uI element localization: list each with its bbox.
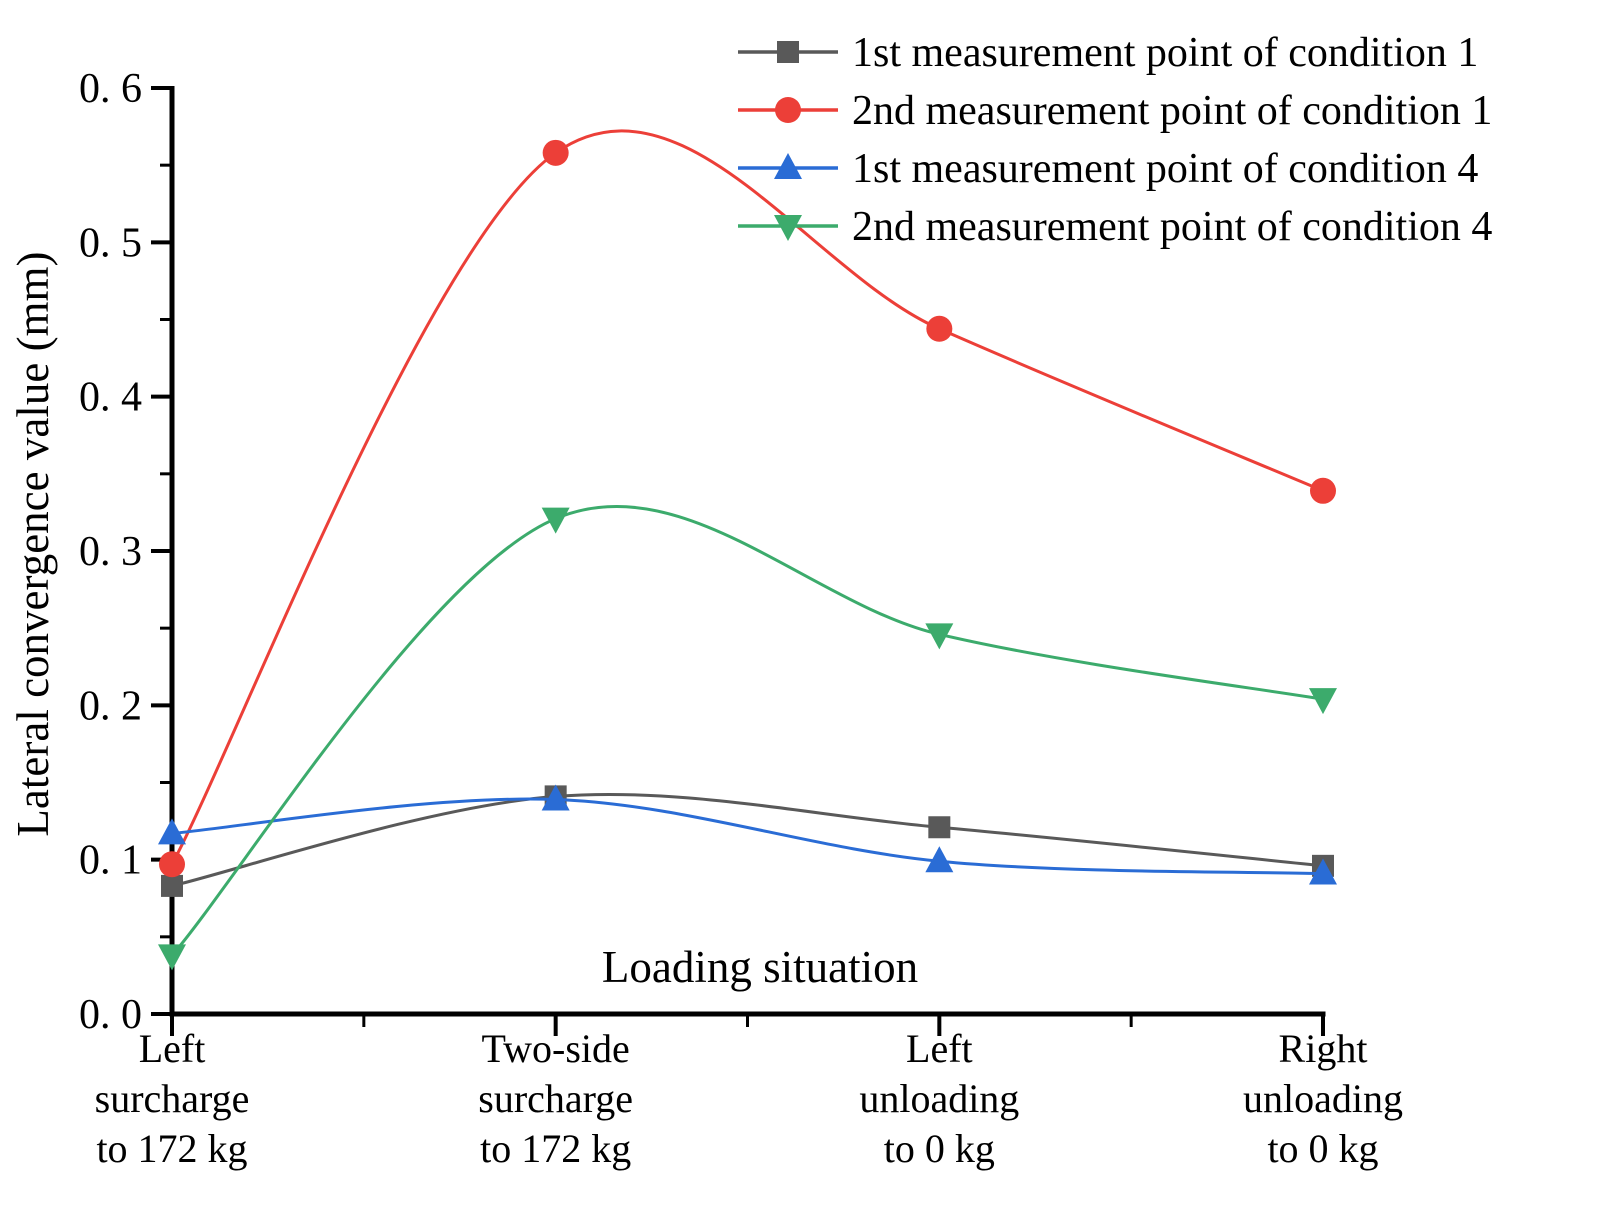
square-marker-icon <box>777 41 799 63</box>
legend-item: 2nd measurement point of condition 1 <box>738 88 1492 134</box>
y-tick-label: 0. 5 <box>79 220 142 266</box>
category-label: unloading <box>1243 1076 1403 1121</box>
series-layer <box>158 129 1337 971</box>
series-curve <box>170 129 1324 866</box>
y-tick-label: 0. 6 <box>79 66 142 112</box>
y-tick-label: 0. 2 <box>79 683 142 729</box>
circle-marker-icon <box>926 315 953 342</box>
triangle-up-marker-icon <box>925 846 954 873</box>
series-triangle-down <box>158 505 1337 971</box>
y-tick-label: 0. 3 <box>79 529 142 575</box>
triangle-down-marker-icon <box>541 507 570 534</box>
legend-label: 1st measurement point of condition 4 <box>852 146 1478 192</box>
triangle-up-marker-icon <box>1309 858 1337 885</box>
y-tick-label: 0. 0 <box>79 992 142 1038</box>
legend-label: 2nd measurement point of condition 1 <box>852 88 1492 134</box>
category-label: unloading <box>859 1076 1019 1121</box>
series-circle <box>159 129 1336 878</box>
series-curve <box>171 797 1324 876</box>
category-label: Two-side <box>482 1026 630 1071</box>
category-label: to 0 kg <box>884 1126 995 1171</box>
category-label: to 0 kg <box>1267 1126 1378 1171</box>
category-label: Left <box>139 1026 206 1071</box>
category-label: to 172 kg <box>480 1126 631 1171</box>
triangle-down-marker-icon <box>774 215 802 241</box>
category-label: Left <box>906 1026 973 1071</box>
circle-marker-icon <box>159 851 185 878</box>
triangle-up-marker-icon <box>774 153 802 179</box>
series-triangle-up <box>158 784 1337 885</box>
legend-label: 2nd measurement point of condition 4 <box>852 204 1492 250</box>
triangle-down-marker-icon <box>158 944 186 971</box>
category-label: surcharge <box>478 1076 633 1121</box>
square-marker-icon <box>928 816 951 839</box>
legend: 1st measurement point of condition 1 2nd … <box>738 30 1492 250</box>
legend-item: 1st measurement point of condition 1 <box>738 30 1478 76</box>
y-axis-title: Lateral convergence value (mm) <box>8 251 58 836</box>
legend-label: 1st measurement point of condition 1 <box>852 30 1478 76</box>
circle-marker-icon <box>542 139 569 166</box>
series-curve <box>170 505 1324 957</box>
x-axis-title: Loading situation <box>602 942 918 992</box>
category-label: surcharge <box>95 1076 250 1121</box>
y-tick-label: 0. 4 <box>79 375 142 421</box>
category-label: Right <box>1279 1026 1368 1071</box>
series-square <box>161 785 1334 897</box>
axes-layer: 0. 0 0. 1 0. 2 0. 3 0. 4 0. 5 0. 6 Left surcharg… <box>79 66 1403 1171</box>
category-label: to 172 kg <box>96 1126 247 1171</box>
legend-item: 2nd measurement point of condition 4 <box>738 204 1492 250</box>
square-marker-icon <box>161 874 183 897</box>
circle-marker-icon <box>775 97 801 123</box>
triangle-down-marker-icon <box>925 623 954 650</box>
y-tick-label: 0. 1 <box>79 838 142 884</box>
triangle-up-marker-icon <box>541 784 570 811</box>
series-curve <box>171 792 1324 888</box>
triangle-up-marker-icon <box>158 818 186 845</box>
circle-marker-icon <box>1310 477 1336 504</box>
legend-item: 1st measurement point of condition 4 <box>738 146 1478 192</box>
triangle-down-marker-icon <box>1309 688 1337 715</box>
